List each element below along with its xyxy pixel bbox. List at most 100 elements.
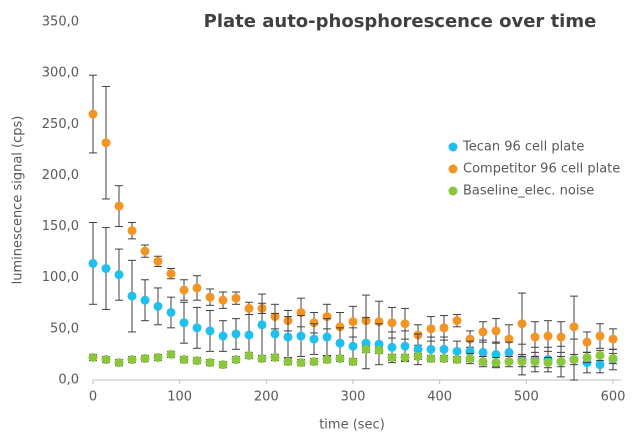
point bbox=[439, 344, 449, 354]
point bbox=[400, 341, 410, 351]
point bbox=[452, 355, 462, 365]
point bbox=[348, 317, 358, 327]
point bbox=[439, 323, 449, 333]
point bbox=[244, 303, 254, 313]
point bbox=[465, 354, 475, 364]
point bbox=[296, 307, 306, 317]
y-tick-label: 250,0 bbox=[42, 117, 79, 132]
x-tick-label: 500 bbox=[514, 390, 539, 405]
point bbox=[192, 356, 202, 366]
point bbox=[595, 360, 605, 370]
point bbox=[309, 318, 319, 328]
point bbox=[101, 264, 111, 274]
point bbox=[270, 329, 280, 339]
point bbox=[283, 357, 293, 367]
point bbox=[582, 352, 592, 362]
point bbox=[569, 322, 579, 332]
point bbox=[231, 293, 241, 303]
x-tick-label: 300 bbox=[341, 390, 366, 405]
point bbox=[114, 270, 124, 280]
point bbox=[426, 354, 436, 364]
legend-marker bbox=[448, 142, 458, 152]
legend-label: Competitor 96 cell plate bbox=[463, 162, 620, 177]
y-tick-label: 150,0 bbox=[42, 219, 79, 234]
x-tick-label: 400 bbox=[427, 390, 452, 405]
point bbox=[595, 331, 605, 341]
point bbox=[101, 138, 111, 148]
point bbox=[335, 322, 345, 332]
point bbox=[504, 357, 514, 367]
point bbox=[192, 283, 202, 293]
point bbox=[127, 291, 137, 301]
point bbox=[270, 352, 280, 362]
point bbox=[413, 351, 423, 361]
point bbox=[192, 323, 202, 333]
point bbox=[88, 258, 98, 268]
point bbox=[569, 355, 579, 365]
point bbox=[335, 338, 345, 348]
y-tick-label: 0,0 bbox=[58, 373, 79, 388]
point bbox=[166, 349, 176, 359]
y-tick-label: 350,0 bbox=[42, 15, 79, 30]
point bbox=[400, 319, 410, 329]
point bbox=[491, 349, 501, 359]
point bbox=[231, 329, 241, 339]
x-tick-label: 0 bbox=[89, 390, 97, 405]
x-tick-label: 100 bbox=[167, 390, 192, 405]
point bbox=[504, 334, 514, 344]
point bbox=[296, 358, 306, 368]
point bbox=[452, 346, 462, 356]
point bbox=[478, 347, 488, 357]
point bbox=[296, 331, 306, 341]
point bbox=[361, 344, 371, 354]
point bbox=[517, 319, 527, 329]
point bbox=[179, 318, 189, 328]
legend-label: Baseline_elec. noise bbox=[463, 184, 594, 199]
point bbox=[530, 332, 540, 342]
point bbox=[387, 342, 397, 352]
point bbox=[491, 326, 501, 336]
point bbox=[335, 354, 345, 364]
point bbox=[478, 357, 488, 367]
point bbox=[608, 334, 618, 344]
y-tick-label: 200,0 bbox=[42, 168, 79, 183]
point bbox=[205, 358, 215, 368]
point bbox=[153, 256, 163, 266]
point bbox=[127, 226, 137, 236]
point bbox=[374, 345, 384, 355]
point bbox=[153, 301, 163, 311]
point bbox=[400, 352, 410, 362]
point bbox=[114, 358, 124, 368]
point bbox=[426, 324, 436, 334]
point bbox=[491, 358, 501, 368]
legend-label: Tecan 96 cell plate bbox=[462, 140, 584, 155]
point bbox=[595, 350, 605, 360]
point bbox=[218, 331, 228, 341]
point bbox=[166, 307, 176, 317]
legend-marker bbox=[448, 186, 458, 196]
point bbox=[218, 295, 228, 305]
point bbox=[322, 332, 332, 342]
legend-marker bbox=[448, 164, 458, 174]
point bbox=[231, 355, 241, 365]
point bbox=[140, 295, 150, 305]
point bbox=[257, 320, 267, 330]
x-tick-label: 600 bbox=[601, 390, 626, 405]
point bbox=[179, 285, 189, 295]
point bbox=[582, 337, 592, 347]
point bbox=[322, 355, 332, 365]
point bbox=[387, 352, 397, 362]
point bbox=[88, 352, 98, 362]
point bbox=[166, 269, 176, 279]
point bbox=[543, 331, 553, 341]
point bbox=[543, 358, 553, 368]
point bbox=[179, 355, 189, 365]
point bbox=[517, 357, 527, 367]
x-axis-label: time (sec) bbox=[319, 418, 385, 433]
point bbox=[309, 334, 319, 344]
point bbox=[439, 354, 449, 364]
point bbox=[348, 357, 358, 367]
point bbox=[452, 316, 462, 326]
point bbox=[88, 109, 98, 119]
